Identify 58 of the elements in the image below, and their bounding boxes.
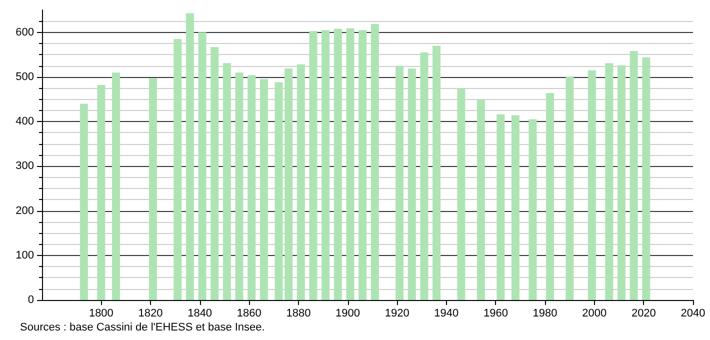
bar (284, 68, 293, 300)
bar (198, 32, 206, 300)
x-tick-label: 1800 (88, 308, 114, 320)
y-tick-label: 0 (28, 294, 34, 306)
bar (235, 72, 244, 300)
bar (432, 46, 441, 300)
bar (546, 92, 554, 300)
bar (420, 52, 428, 300)
bar (370, 24, 379, 300)
bar (476, 99, 485, 300)
bar (260, 79, 268, 300)
bar (630, 51, 638, 300)
x-tick-label: 2000 (582, 308, 607, 320)
y-tick-label: 300 (16, 160, 34, 172)
y-tick-label: 200 (16, 204, 34, 217)
bar (248, 75, 256, 300)
x-tick-label: 1840 (188, 308, 212, 320)
x-tick-label: 1980 (532, 308, 558, 320)
bar (396, 66, 404, 300)
y-tick-label: 100 (16, 249, 34, 262)
x-tick-label: 1940 (434, 308, 459, 320)
bar (274, 82, 283, 300)
y-tick-label: 400 (16, 116, 34, 128)
y-tick-label: 600 (16, 26, 34, 38)
x-tick-label: 1900 (336, 308, 360, 320)
bar (222, 63, 231, 300)
bar (186, 13, 194, 300)
bar (174, 39, 182, 300)
x-tick-label: 1820 (138, 308, 163, 320)
x-tick-label: 1920 (384, 308, 410, 320)
bar (346, 28, 354, 300)
bar (322, 30, 330, 300)
bar (334, 28, 342, 300)
x-tick-label: 2040 (680, 308, 706, 320)
source-note: Sources : base Cassini de l'EHESS et base Insee. (20, 322, 265, 334)
x-tick-label: 2020 (631, 308, 656, 320)
bar (642, 57, 650, 300)
bar (80, 104, 88, 300)
bar (296, 64, 305, 300)
bar (605, 63, 614, 300)
y-tick-label: 500 (16, 70, 34, 83)
bar (148, 78, 157, 300)
bar (617, 65, 626, 300)
bar (97, 84, 106, 300)
bar (528, 119, 537, 300)
bar (457, 88, 466, 300)
bar (358, 30, 367, 300)
x-tick-label: 1860 (236, 308, 262, 320)
bar (588, 70, 596, 300)
bar (496, 114, 505, 300)
bar (511, 115, 520, 300)
x-tick-label: 1960 (483, 308, 508, 320)
bar (566, 76, 574, 300)
bar (210, 47, 219, 300)
bar (309, 30, 318, 300)
bar (408, 68, 416, 300)
x-tick-label: 1880 (286, 308, 311, 320)
bar (112, 72, 120, 300)
